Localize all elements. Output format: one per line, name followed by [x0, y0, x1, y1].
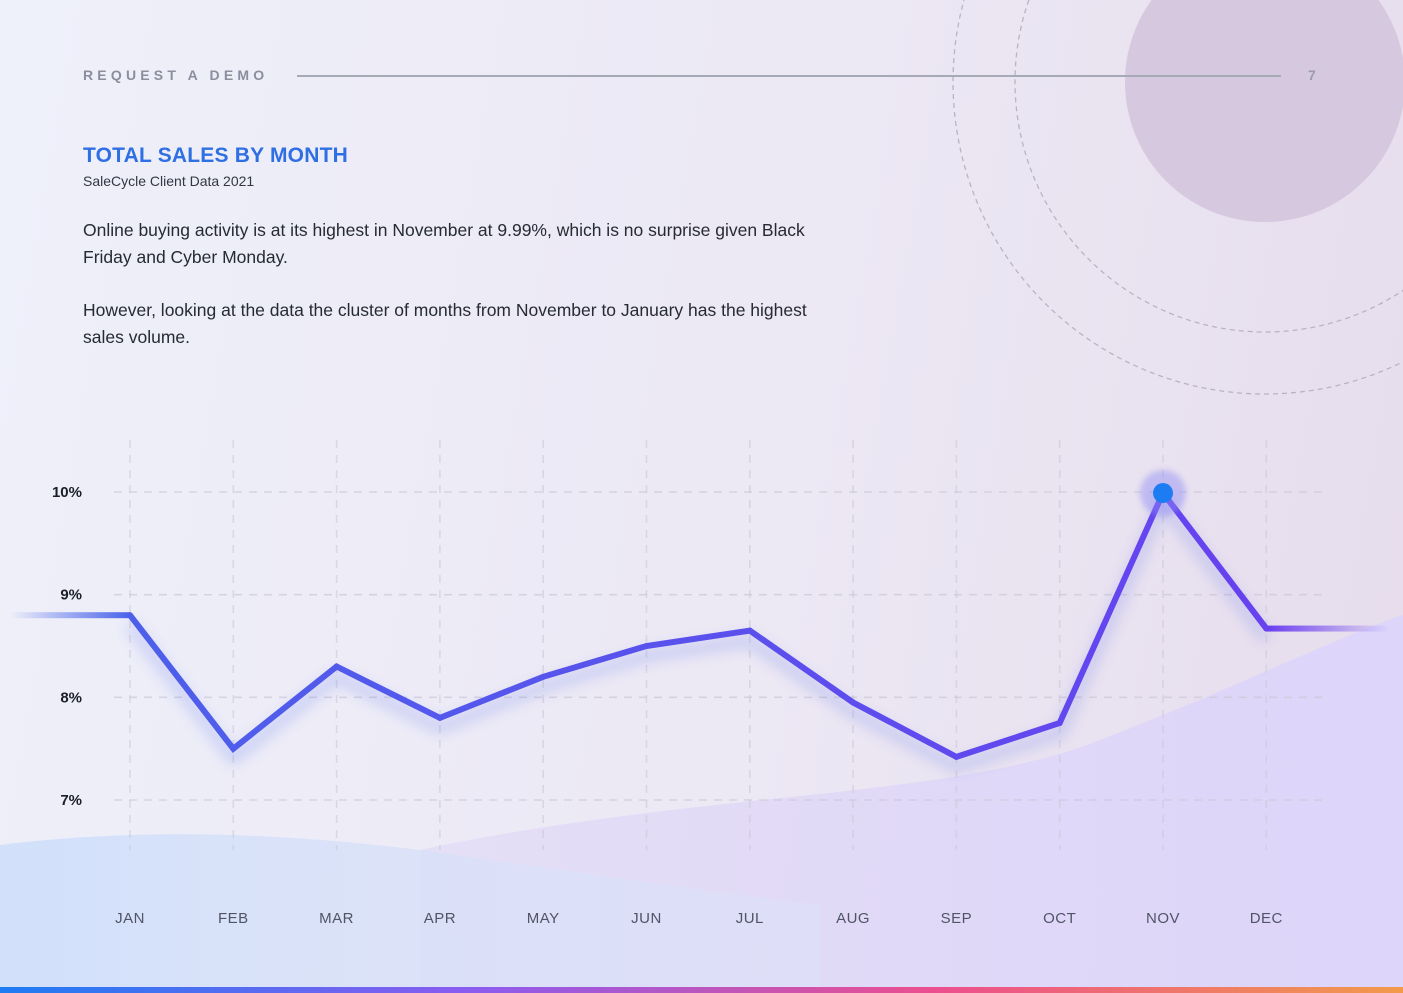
x-tick-label: OCT	[1043, 910, 1076, 927]
y-axis: 10% 9% 8% 7%	[52, 484, 82, 809]
data-point	[127, 612, 133, 619]
x-tick-label: AUG	[836, 910, 870, 927]
y-tick-label: 8%	[60, 689, 82, 706]
chart-subtitle: SaleCycle Client Data 2021	[83, 173, 255, 189]
x-tick-label: APR	[424, 910, 456, 927]
dashed-ring-outer	[952, 0, 1403, 395]
data-point	[436, 714, 443, 721]
brand-color-bar	[0, 987, 1403, 993]
x-tick-label: FEB	[218, 910, 249, 927]
data-point	[540, 673, 547, 680]
chart-title: TOTAL SALES BY MONTH	[83, 144, 348, 167]
data-point	[746, 627, 753, 634]
x-axis: JAN FEB MAR APR MAY JUN JUL AUG SEP OCT NOV DEC	[115, 910, 1283, 927]
page-number: 7	[1308, 67, 1316, 83]
header-label: REQUEST A DEMO	[83, 67, 269, 83]
header-divider	[297, 75, 1281, 77]
data-point	[230, 745, 237, 752]
highlight-point	[1153, 483, 1173, 504]
description-paragraph: However, looking at the data the cluster…	[83, 300, 807, 347]
data-point	[333, 663, 340, 670]
data-point	[953, 753, 960, 760]
x-tick-label: JAN	[115, 910, 145, 927]
data-point	[1056, 720, 1063, 726]
data-points	[127, 470, 1270, 760]
series-line-path	[127, 487, 1270, 761]
dashed-ring-inner	[1014, 0, 1403, 333]
x-tick-label: MAY	[527, 910, 560, 927]
x-tick-label: DEC	[1250, 910, 1283, 927]
x-tick-label: NOV	[1146, 910, 1180, 927]
y-tick-label: 9%	[60, 587, 82, 604]
decorative-circle	[1125, 0, 1403, 222]
y-tick-label: 7%	[60, 792, 82, 809]
y-tick-label: 10%	[52, 484, 82, 501]
x-tick-label: JUL	[736, 910, 764, 927]
data-point	[1263, 625, 1270, 632]
x-tick-label: MAR	[319, 910, 354, 927]
series-line-shadow	[126, 498, 1271, 772]
description-paragraph: Online buying activity is at its highest…	[83, 220, 805, 267]
series-line	[10, 487, 1390, 772]
data-point	[643, 643, 650, 649]
x-tick-label: SEP	[941, 910, 973, 927]
series-line-tail-right	[1266, 625, 1390, 632]
data-point	[850, 699, 857, 706]
x-tick-label: JUN	[631, 910, 662, 927]
blue-wave	[0, 834, 820, 993]
series-line-tail-left	[10, 612, 130, 619]
